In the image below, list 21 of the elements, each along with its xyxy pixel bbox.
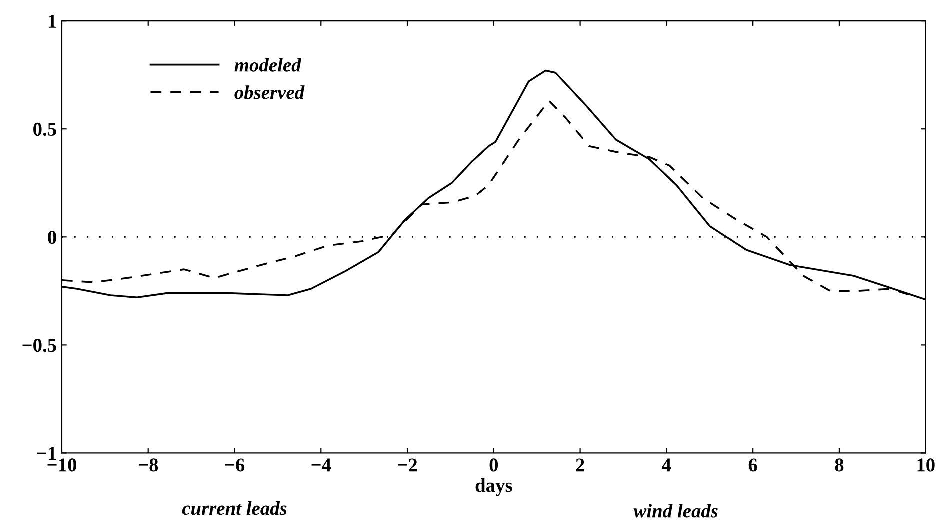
x-axis-title: days: [476, 478, 512, 496]
x-tick-label: 0: [490, 458, 498, 472]
legend-label: modeled: [234, 58, 302, 72]
x-tick-label: −4: [312, 458, 332, 472]
x-tick-label: −10: [48, 458, 76, 472]
y-tick-label: 1: [48, 14, 56, 28]
x-tick-label: 2: [576, 458, 584, 472]
y-tick-label: 0.5: [34, 122, 56, 136]
y-tick-label: 0: [48, 230, 56, 244]
text: current leads: [182, 501, 287, 516]
x-tick-label: 6: [748, 458, 758, 472]
x-tick-label: 4: [662, 458, 672, 472]
x-tick-label: −8: [138, 458, 158, 472]
x-tick-label: 10: [918, 458, 935, 472]
x-tick-label: 8: [835, 458, 844, 472]
legend-label: observed: [234, 86, 305, 100]
y-tick-label: −0.5: [22, 339, 56, 352]
y-tick-label: −1: [37, 447, 56, 460]
text: wind leads: [634, 504, 718, 518]
x-tick-label: −6: [225, 458, 245, 472]
x-tick-label: −2: [398, 458, 418, 472]
